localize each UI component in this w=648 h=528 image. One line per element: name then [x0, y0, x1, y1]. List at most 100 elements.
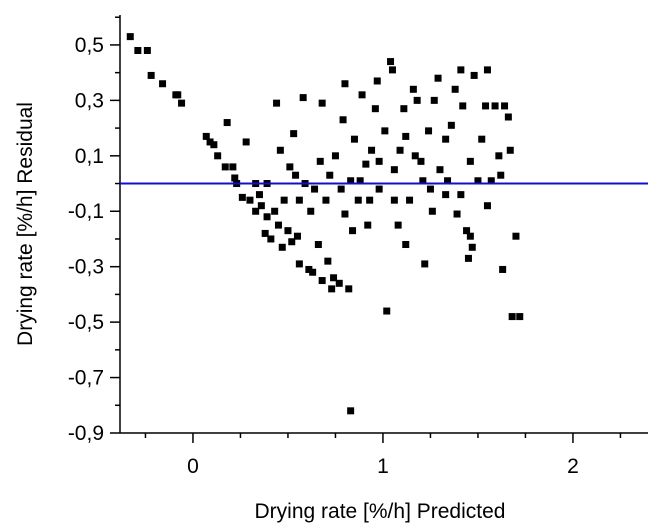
point [350, 135, 358, 143]
point [468, 243, 476, 251]
point [174, 91, 182, 99]
point [299, 94, 307, 102]
point [311, 185, 319, 193]
point [495, 152, 503, 160]
point [341, 80, 349, 88]
point [309, 268, 317, 276]
point [371, 105, 379, 113]
y-axis-title: Drying rate [%/h] Residual [14, 102, 37, 346]
point [466, 232, 474, 240]
point [442, 191, 450, 199]
point [430, 96, 438, 104]
point [318, 277, 326, 285]
point [288, 238, 296, 246]
point [425, 127, 433, 135]
point [347, 177, 355, 185]
point [375, 157, 383, 165]
point [316, 157, 324, 165]
point [436, 166, 444, 174]
y-tick-label: -0,7 [68, 367, 104, 390]
point [364, 221, 372, 229]
point [497, 171, 505, 179]
point [483, 202, 491, 210]
point [508, 313, 516, 321]
point [214, 152, 222, 160]
point [238, 193, 246, 201]
point [335, 279, 343, 287]
point [280, 196, 288, 204]
point [318, 99, 326, 107]
point [255, 191, 263, 199]
point [126, 33, 134, 41]
point [434, 74, 442, 82]
point [390, 166, 398, 174]
y-tick-label: -0,5 [68, 311, 104, 334]
point [252, 207, 260, 215]
point [491, 102, 499, 110]
point [470, 71, 478, 79]
point [246, 196, 254, 204]
point [411, 152, 419, 160]
point [349, 227, 357, 235]
point [402, 132, 410, 140]
point [426, 185, 434, 193]
point [159, 80, 167, 88]
point [322, 196, 330, 204]
point [366, 196, 374, 204]
point [295, 260, 303, 268]
point [388, 66, 396, 74]
point [231, 174, 239, 182]
point [326, 171, 334, 179]
x-tick-label: 0 [187, 455, 199, 478]
point [328, 285, 336, 293]
point [330, 274, 338, 282]
point [383, 307, 391, 315]
y-tick-label: 0,1 [75, 145, 104, 168]
x-tick-label: 1 [377, 455, 389, 478]
y-tick-label: 0,5 [75, 34, 104, 57]
point [368, 146, 376, 154]
point [337, 185, 345, 193]
y-tick-label: -0,1 [68, 200, 104, 223]
point [229, 163, 237, 171]
point [482, 102, 490, 110]
x-tick-label: 2 [567, 455, 579, 478]
point [293, 232, 301, 240]
point [242, 138, 250, 146]
point [307, 207, 315, 215]
point [274, 221, 282, 229]
point [428, 207, 436, 215]
point [442, 135, 450, 143]
point [506, 146, 514, 154]
point [381, 127, 389, 135]
point [278, 243, 286, 251]
point [276, 146, 284, 154]
point [223, 119, 231, 127]
point [487, 177, 495, 185]
y-tick-label: -0,9 [68, 422, 104, 445]
point [453, 210, 461, 218]
point [483, 66, 491, 74]
point [221, 163, 229, 171]
point [499, 265, 507, 273]
point [402, 241, 410, 249]
point [286, 163, 294, 171]
point [413, 96, 421, 104]
point [451, 85, 459, 93]
point [134, 46, 142, 54]
point [463, 227, 471, 235]
point [339, 116, 347, 124]
point [421, 260, 429, 268]
point [290, 130, 298, 138]
point [457, 191, 465, 199]
point [261, 229, 269, 237]
point [347, 407, 355, 415]
point [345, 285, 353, 293]
point [284, 227, 292, 235]
point [257, 202, 265, 210]
point [375, 185, 383, 193]
point [206, 138, 214, 146]
point [356, 177, 364, 185]
point [292, 171, 300, 179]
